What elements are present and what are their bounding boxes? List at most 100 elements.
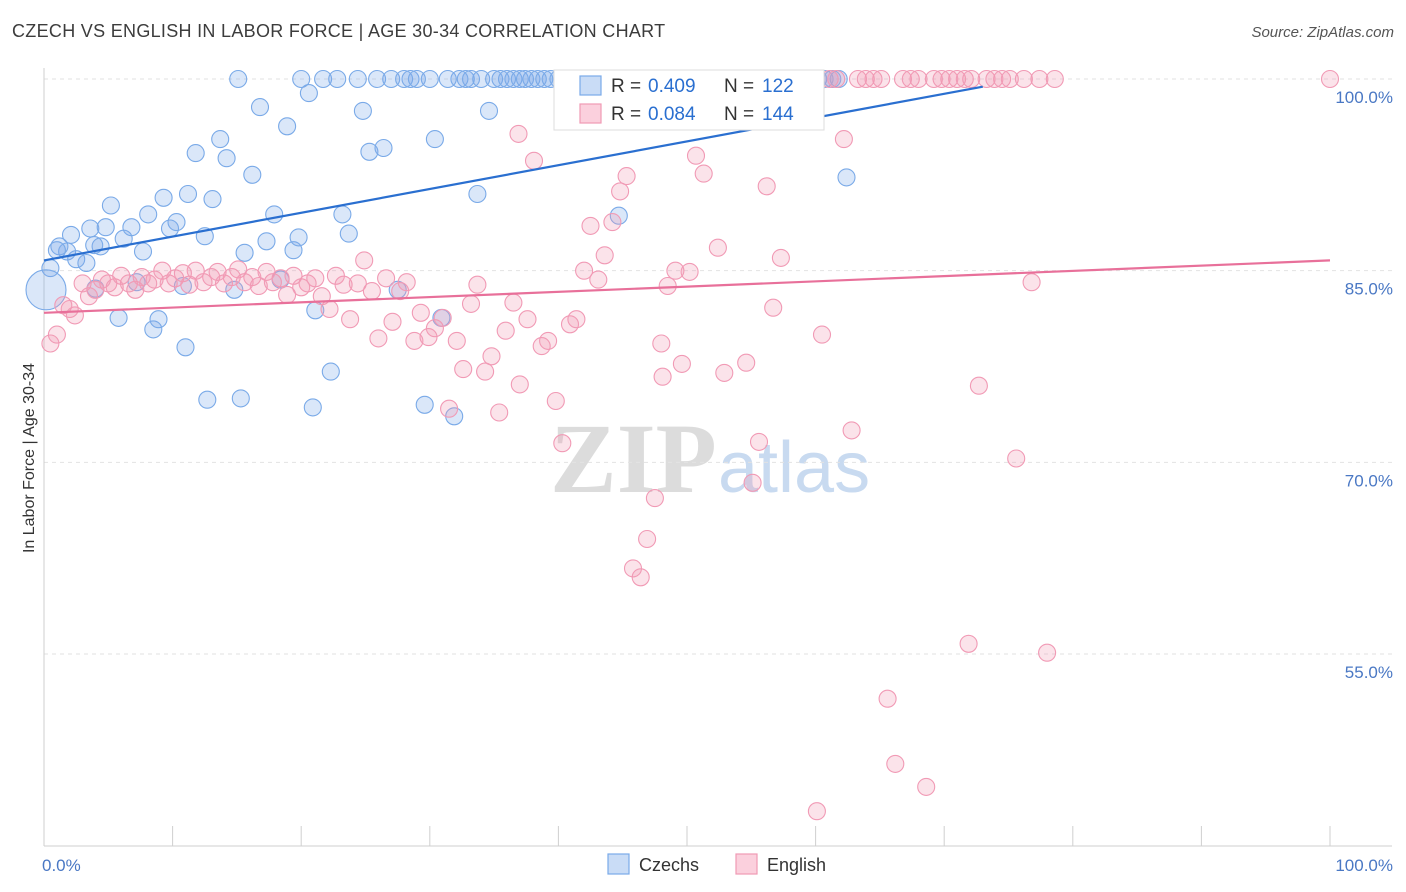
point-czechs-19: [154, 188, 173, 207]
point-czechs-66: [461, 69, 481, 89]
point-czechs-40: [292, 69, 311, 89]
point-english-73: [546, 391, 565, 411]
point-czechs-67: [468, 184, 487, 204]
point-english-90: [666, 261, 685, 280]
point-czechs-39: [289, 228, 308, 247]
point-english-128: [940, 69, 959, 89]
point-czechs-33: [250, 98, 270, 117]
point-czechs-43: [314, 69, 333, 89]
point-czechs-50: [360, 142, 379, 161]
point-english-62: [468, 275, 487, 294]
point-czechs-17: [144, 320, 163, 339]
y-tick-label-2: 70.0%: [1345, 471, 1393, 490]
point-english-92: [680, 262, 699, 281]
source-label: Source: ZipAtlas.com: [1251, 24, 1394, 41]
legend-swatch-english: [579, 103, 602, 124]
point-czechs-52: [374, 138, 393, 158]
point-english-72: [539, 331, 558, 350]
point-english-146: [509, 124, 528, 143]
point-czechs-24: [186, 144, 205, 163]
point-english-89: [658, 276, 677, 296]
point-english-61: [461, 294, 481, 313]
y-tick-label-3: 55.0%: [1345, 663, 1393, 682]
watermark-atlas: atlas: [718, 428, 870, 508]
point-czechs-70: [485, 69, 504, 89]
point-english-86: [638, 529, 657, 549]
point-english-103: [757, 177, 776, 196]
point-czechs-3: [61, 225, 81, 244]
point-czechs-26: [203, 190, 222, 209]
point-english-123: [901, 69, 920, 89]
point-english-101: [743, 473, 762, 492]
point-english-51: [391, 282, 410, 301]
chart-title: CZECH VS ENGLISH IN LABOR FORCE | AGE 30…: [12, 21, 666, 41]
point-english-113: [827, 69, 846, 89]
top-legend: R = 0.409 N = 122 R = 0.084 N = 144: [553, 69, 825, 131]
point-czechs-37: [278, 117, 297, 136]
legend-n-label-english: N =: [724, 104, 754, 125]
point-english-114: [834, 130, 853, 149]
point-english-45: [348, 274, 367, 293]
x-tick-label-1: 100.0%: [1335, 856, 1393, 875]
point-czechs-11: [109, 308, 128, 327]
point-english-97: [715, 363, 734, 382]
point-english-126: [924, 69, 943, 89]
point-english-93: [686, 146, 706, 165]
point-english-53: [405, 331, 424, 350]
point-english-125: [917, 777, 936, 796]
point-english-96: [708, 238, 727, 257]
point-czechs-47: [339, 224, 358, 243]
point-english-39: [306, 269, 325, 288]
trend-lines: [43, 85, 1331, 314]
point-english-57: [433, 308, 452, 327]
point-english-41: [320, 299, 339, 319]
point-english-78: [581, 216, 600, 235]
point-english-124: [909, 69, 928, 89]
point-english-66: [496, 321, 515, 340]
point-english-11: [112, 266, 131, 285]
point-english-132: [969, 376, 988, 395]
point-czechs-13: [122, 218, 141, 237]
bottom-legend-swatch-czechs: [607, 853, 630, 875]
legend-n-label-czechs: N =: [724, 76, 754, 97]
point-czechs-35: [265, 205, 284, 224]
point-czechs-16: [139, 205, 158, 224]
point-czechs-78: [535, 69, 554, 89]
point-english-83: [617, 167, 636, 186]
point-english-10: [105, 278, 124, 297]
point-english-60: [454, 360, 473, 379]
y-tick-label-1: 85.0%: [1345, 280, 1393, 299]
watermark-zip: ZIP: [550, 403, 717, 514]
point-english-4: [65, 306, 84, 325]
legend-r-label-czechs: R =: [611, 76, 641, 97]
point-english-94: [694, 164, 713, 183]
legend-r-label-english: R =: [611, 104, 641, 125]
point-czechs-15: [133, 242, 153, 261]
point-czechs-75: [515, 69, 535, 89]
point-czechs-large: [25, 269, 67, 311]
point-english-118: [864, 69, 883, 89]
point-english-25: [208, 262, 227, 281]
point-english-6: [79, 287, 99, 306]
point-czechs-48: [348, 69, 367, 89]
point-czechs-44: [321, 362, 340, 381]
point-czechs-77: [528, 69, 547, 89]
point-czechs-49: [353, 101, 372, 120]
point-czechs-27: [211, 130, 230, 149]
point-english-133: [977, 69, 996, 89]
x-tick-label-0: 0.0%: [42, 856, 81, 875]
point-english-142: [1045, 69, 1064, 89]
point-czechs-32: [243, 165, 262, 184]
point-english-111: [812, 325, 832, 344]
point-english-1: [47, 325, 66, 344]
point-czechs-9: [96, 218, 115, 237]
series-english: [41, 69, 1340, 821]
point-english-70: [524, 151, 544, 170]
point-english-68: [510, 375, 529, 394]
point-english-137: [1007, 449, 1026, 468]
legend-n-value-czechs: 122: [762, 76, 794, 97]
point-czechs-71: [491, 69, 510, 89]
tick-labels: 100.0% 85.0% 70.0% 55.0% 0.0% 100.0%: [42, 88, 1393, 875]
point-english-55: [419, 328, 438, 347]
